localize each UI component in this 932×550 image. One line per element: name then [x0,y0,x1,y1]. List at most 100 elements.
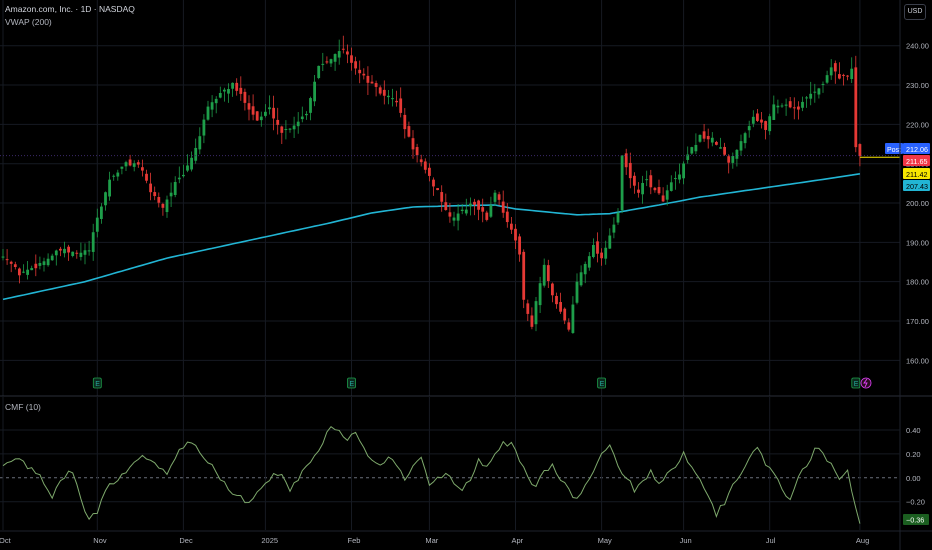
candle [669,175,673,192]
candle [161,202,165,216]
candle [801,96,804,112]
candle [596,232,599,263]
candle [292,116,296,138]
time-tick-label: Nov [93,536,107,545]
candle [317,65,321,80]
candle [399,87,403,118]
candle [436,187,439,191]
candle [354,56,357,75]
currency-button[interactable]: USD [904,4,926,20]
candle [280,125,284,144]
candle [510,216,513,235]
candle [223,87,226,102]
post-price-tag-label: Post [887,147,901,154]
price-tick-label: 220.00 [906,120,929,129]
candle [300,106,304,123]
svg-text:E: E [95,381,100,388]
candle [464,198,468,216]
candle [329,58,333,67]
price-tick-label: 200.00 [906,199,929,208]
candle [858,143,862,167]
time-axis[interactable]: Oct Nov Dec 2025 Feb Mar Apr May Jun Jul Aug [0,530,932,545]
vwap-indicator-label[interactable]: VWAP (200) [5,17,52,27]
candle [477,199,480,221]
dividend-marker-icon[interactable] [860,377,872,389]
candle [333,53,337,71]
candle [132,160,136,172]
earnings-marker-icon[interactable]: E [851,377,861,389]
candle [362,68,366,80]
candle [706,128,710,149]
earnings-marker-icon[interactable]: E [92,377,102,389]
candle [18,267,21,284]
candle [194,138,198,164]
candle [42,257,46,272]
candle [149,172,152,201]
candle [120,166,124,175]
candle [210,95,214,118]
candle [100,203,103,224]
candle [661,187,665,203]
candle [530,307,534,330]
candle [780,103,784,108]
candle [723,142,726,156]
earnings-marker-icon[interactable]: E [347,377,356,389]
time-tick-label: May [598,536,612,545]
candle [682,161,685,185]
candle [645,170,649,187]
candle [764,120,767,140]
cmf-indicator-label[interactable]: CMF (10) [5,402,41,412]
candle [337,39,341,65]
candle [772,95,776,120]
candle [456,203,460,231]
time-tick-label: Aug [856,536,869,545]
candle [218,86,222,99]
candle [493,189,497,207]
candle [239,76,243,101]
candle [838,62,841,80]
candle [817,87,821,99]
price-axis[interactable]: 160.00170.00180.00190.00200.00210.00220.… [906,42,929,366]
candle [497,191,501,206]
candle [768,113,772,135]
price-tick-label: 160.00 [906,356,929,365]
candle [829,59,833,80]
candle [169,182,173,208]
candle [690,146,694,155]
candle [116,169,120,181]
last-price-badge: 211.65 [903,155,930,166]
candle [186,154,189,173]
candle [182,164,185,178]
candle [653,186,657,193]
candle [387,89,390,105]
candle [202,114,206,144]
price-tick-label: 180.00 [906,278,929,287]
candle [792,97,796,120]
candle [825,70,829,84]
svg-text:E: E [350,381,355,388]
candle [587,252,591,271]
candle [624,148,628,175]
candle [214,96,218,114]
post-price-badge: 212.06 [903,143,930,154]
candle [366,66,370,95]
candle [251,94,255,121]
earnings-marker-icon[interactable]: E [597,377,606,389]
candle [91,223,95,261]
cmf-last-badge: −0.36 [903,514,929,525]
candle [165,195,169,218]
candle [452,211,456,227]
post-price-tag: Post [885,143,903,154]
candle [727,154,731,174]
candle [145,169,148,184]
candle [259,111,263,127]
candle [173,176,177,198]
candle [612,217,616,239]
time-tick-label: Jun [680,536,692,545]
cmf-axis[interactable]: 0.40 0.20 0.00 −0.20 −0.36 [903,426,929,525]
candle [592,238,595,259]
candle [26,261,29,280]
